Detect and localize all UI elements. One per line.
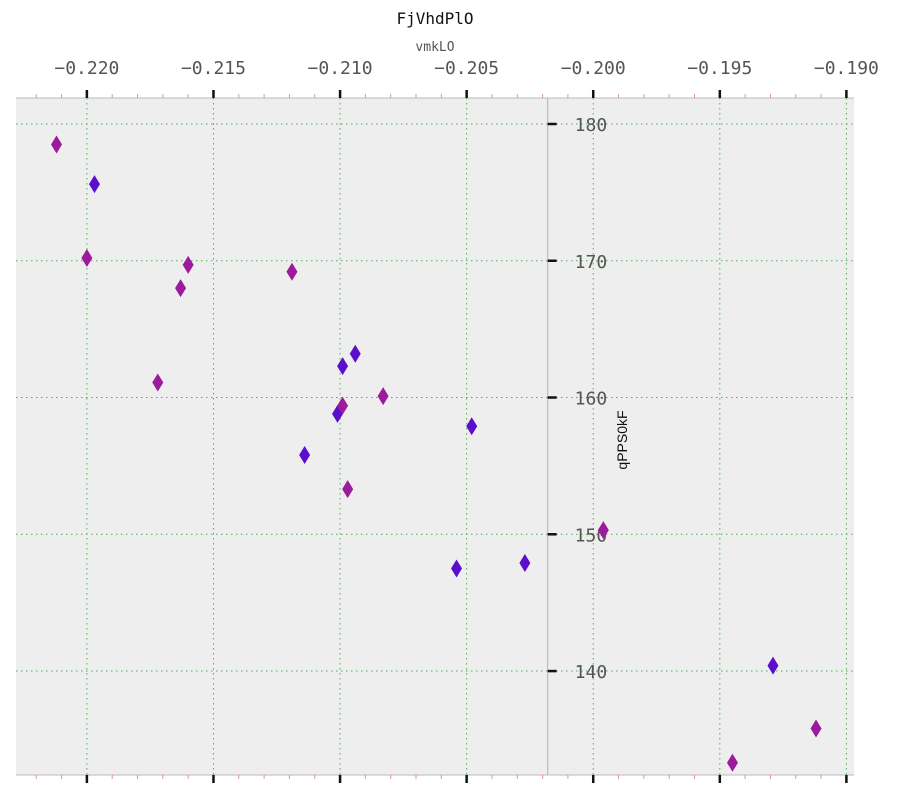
data-point-series-1	[519, 554, 531, 573]
y-tick-label: 140	[575, 662, 608, 683]
x-tick-label: −0.215	[181, 58, 246, 79]
x-axis-ticks: −0.220 −0.215 −0.210 −0.205 −0.200 −0.195 −0.1…	[35, 58, 879, 783]
x-tick-label: −0.205	[434, 58, 499, 79]
data-point-series-2	[726, 753, 738, 772]
chart-title: FjVhdPlO	[396, 9, 473, 28]
x-tick-label: −0.200	[561, 58, 626, 79]
data-point-series-1	[337, 357, 349, 376]
data-point-series-2	[152, 373, 164, 392]
data-point-series-2	[182, 255, 194, 274]
data-point-series-2	[175, 279, 187, 298]
data-point-series-2	[81, 249, 93, 268]
data-point-series-2	[597, 521, 609, 540]
data-point-series-1	[767, 656, 779, 675]
data-point-series-1	[466, 417, 478, 436]
data-point-series-1	[451, 559, 463, 578]
data-point-series-2	[810, 719, 822, 738]
data-point-series-2	[377, 387, 389, 406]
data-point-series-2	[342, 480, 354, 499]
data-point-series-1	[299, 445, 311, 464]
data-point-series-1	[88, 175, 100, 194]
y-tick-label: 170	[575, 252, 608, 273]
x-tick-label: −0.210	[308, 58, 373, 79]
x-axis-label: vmkLO	[415, 40, 454, 55]
plot-area	[16, 98, 854, 775]
data-point-series-1	[349, 344, 361, 363]
y-tick-label: 160	[575, 389, 608, 410]
x-tick-label: −0.195	[687, 58, 752, 79]
axes	[16, 97, 854, 776]
data-point-series-2	[286, 262, 298, 281]
x-tick-label: −0.220	[54, 58, 119, 79]
data-point-series-2	[51, 135, 63, 154]
y-tick-label: 180	[575, 115, 608, 136]
data-point-series-2	[337, 396, 349, 415]
data-points	[51, 135, 822, 772]
y-axis-label: qPPS0kF	[614, 410, 630, 469]
x-tick-label: −0.190	[814, 58, 879, 79]
